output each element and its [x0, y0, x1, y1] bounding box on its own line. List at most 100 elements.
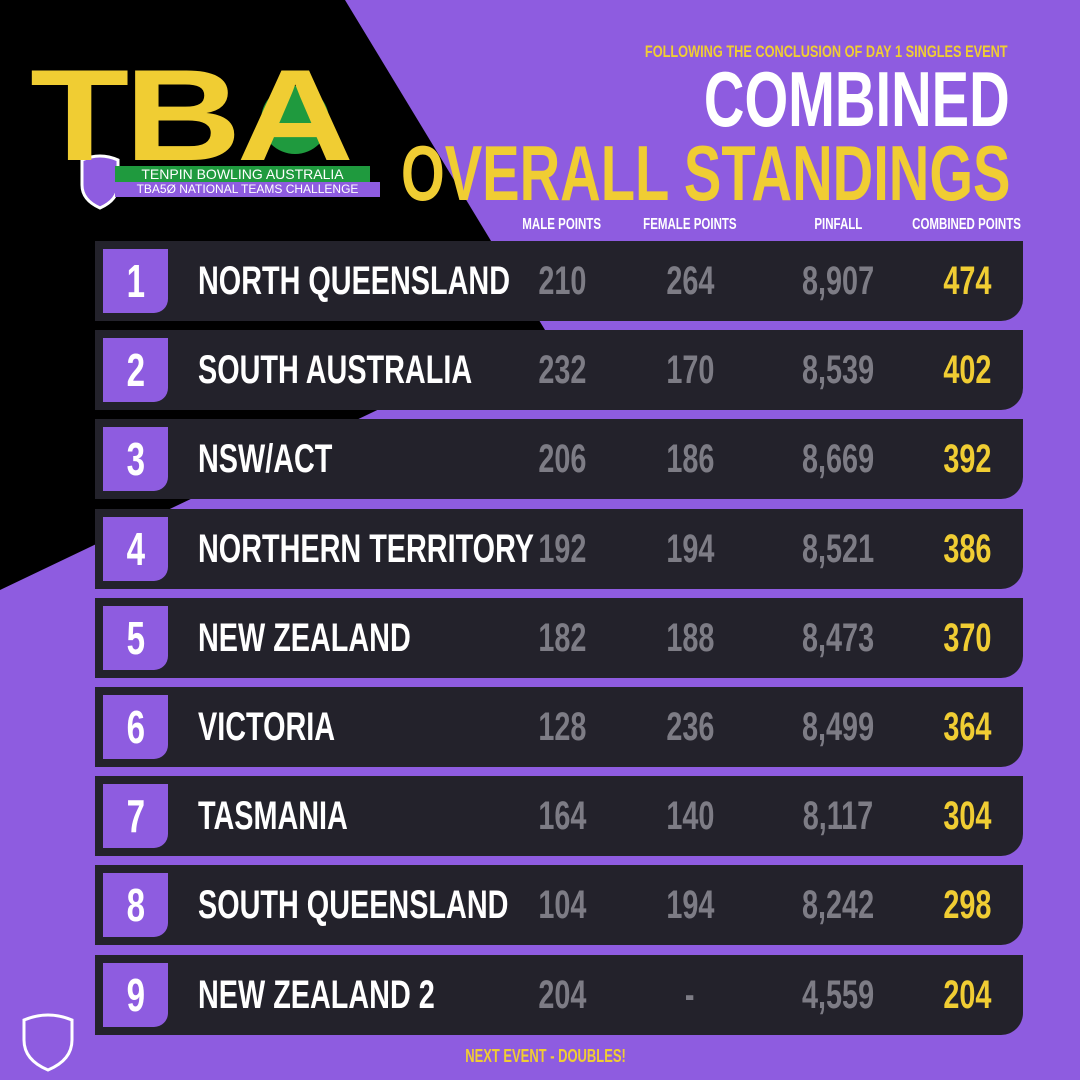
cell-text: 164: [537, 794, 587, 839]
title-line2: OVERALL STANDINGS: [400, 129, 1010, 217]
combined-points: 204: [887, 955, 1047, 1035]
title-line1: COMBINED: [704, 55, 1010, 143]
logo-event: TBA5Ø NATIONAL TEAMS CHALLENGE: [115, 182, 380, 197]
logo-ball: [261, 86, 329, 154]
rank: 4: [103, 516, 168, 581]
cell-text: 188: [665, 615, 715, 660]
cell-text: 210: [537, 259, 587, 303]
male-points: 204: [482, 955, 642, 1035]
pinfall: 8,499: [758, 687, 918, 767]
pinfall: 8,539: [758, 330, 918, 410]
female-points: -: [610, 955, 770, 1035]
standing-row: 6 VICTORIA 128 236 8,499 364: [95, 687, 1023, 767]
rank: 9: [103, 962, 168, 1027]
standing-row: 3 NSW/ACT 206 186 8,669 392: [95, 419, 1023, 500]
rank: 5: [103, 605, 168, 670]
cell-text: 8,117: [802, 794, 874, 839]
standing-row: 8 SOUTH QUEENSLAND 104 194 8,242 298: [95, 865, 1023, 946]
subtitle: FOLLOWING THE CONCLUSION OF DAY 1 SINGLE…: [645, 42, 1008, 61]
standing-row: 2 SOUTH AUSTRALIA 232 170 8,539 402: [95, 330, 1023, 411]
rank: 3: [103, 427, 168, 492]
column-header-text: PINFALL: [813, 216, 862, 233]
cell-text: 8,499: [801, 705, 875, 749]
team-name: SOUTH AUSTRALIA: [198, 348, 473, 393]
rank-number: 5: [126, 611, 145, 664]
cell-text: 298: [942, 883, 992, 928]
team-name: NEW ZEALAND 2: [198, 972, 435, 1017]
cell-text: 474: [942, 259, 992, 303]
rank-number: 2: [126, 344, 145, 397]
cell-text: 8,473: [801, 615, 875, 660]
female-points: 236: [610, 687, 770, 767]
cell-text: 364: [942, 705, 992, 749]
cell-text: 8,539: [801, 348, 875, 393]
standing-row: 1 NORTH QUEENSLAND 210 264 8,907 474: [95, 241, 1023, 321]
cell-text: 4,559: [801, 972, 875, 1017]
shield-icon: [22, 1013, 74, 1072]
team-name: NEW ZEALAND: [198, 615, 411, 660]
cell-text: 236: [665, 705, 715, 749]
pinfall: 8,521: [758, 509, 918, 589]
rank-number: 4: [126, 522, 145, 575]
standing-row: 5 NEW ZEALAND 182 188 8,473 370: [95, 597, 1023, 678]
combined-points: 474: [887, 241, 1047, 321]
footer: NEXT EVENT - DOUBLES!: [0, 1046, 1080, 1067]
logo-mark: TBA: [30, 42, 354, 188]
pinfall: 8,669: [758, 419, 918, 499]
cell-text: 8,521: [801, 526, 875, 571]
column-header-text: FEMALE POINTS: [643, 216, 737, 233]
team-name: TASMANIA: [198, 794, 348, 839]
rank: 7: [103, 784, 168, 849]
cell-text: 370: [942, 615, 992, 660]
cell-text: 206: [537, 437, 587, 482]
team-name: SOUTH QUEENSLAND: [198, 883, 509, 928]
male-points: 164: [482, 776, 642, 856]
combined-points: 392: [887, 419, 1047, 499]
cell-text: 170: [665, 348, 715, 393]
cell-text: 182: [537, 615, 587, 660]
cell-text: 8,242: [801, 883, 875, 928]
cell-text: 194: [665, 526, 715, 571]
rank-number: 3: [126, 433, 145, 486]
female-points: 170: [610, 330, 770, 410]
cell-text: 128: [537, 705, 587, 749]
column-header: MALE POINTS: [462, 216, 662, 234]
cell-text: 386: [942, 526, 992, 571]
cell-text: 204: [942, 972, 992, 1017]
footer-text: NEXT EVENT - DOUBLES!: [465, 1046, 627, 1066]
column-header-text: COMBINED POINTS: [912, 216, 1022, 233]
male-points: 182: [482, 598, 642, 678]
combined-points: 402: [887, 330, 1047, 410]
combined-points: 304: [887, 776, 1047, 856]
cell-text: 204: [537, 972, 587, 1017]
cell-text: 402: [942, 348, 992, 393]
pinfall: 8,907: [758, 241, 918, 321]
combined-points: 370: [887, 598, 1047, 678]
male-points: 206: [482, 419, 642, 499]
pinfall: 8,242: [758, 865, 918, 945]
female-points: 194: [610, 865, 770, 945]
team-name: NORTHERN TERRITORY: [198, 526, 535, 571]
male-points: 104: [482, 865, 642, 945]
female-points: 264: [610, 241, 770, 321]
cell-text: 8,907: [801, 259, 875, 303]
rank: 2: [103, 338, 168, 403]
cell-text: 192: [537, 526, 587, 571]
female-points: 186: [610, 419, 770, 499]
cell-text: 140: [665, 794, 715, 839]
rank-number: 7: [126, 790, 145, 843]
standing-row: 4 NORTHERN TERRITORY 192 194 8,521 386: [95, 508, 1023, 589]
cell-text: 104: [537, 883, 587, 928]
female-points: 188: [610, 598, 770, 678]
rank-number: 1: [126, 255, 145, 307]
rank-number: 6: [126, 701, 145, 753]
cell-text: 392: [942, 437, 992, 482]
female-points: 194: [610, 509, 770, 589]
team-name: NSW/ACT: [198, 437, 333, 482]
cell-text: 304: [942, 794, 992, 839]
standing-row: 7 TASMANIA 164 140 8,117 304: [95, 776, 1023, 857]
rank-number: 8: [126, 879, 145, 932]
column-header: PINFALL: [738, 216, 938, 234]
combined-points: 386: [887, 509, 1047, 589]
